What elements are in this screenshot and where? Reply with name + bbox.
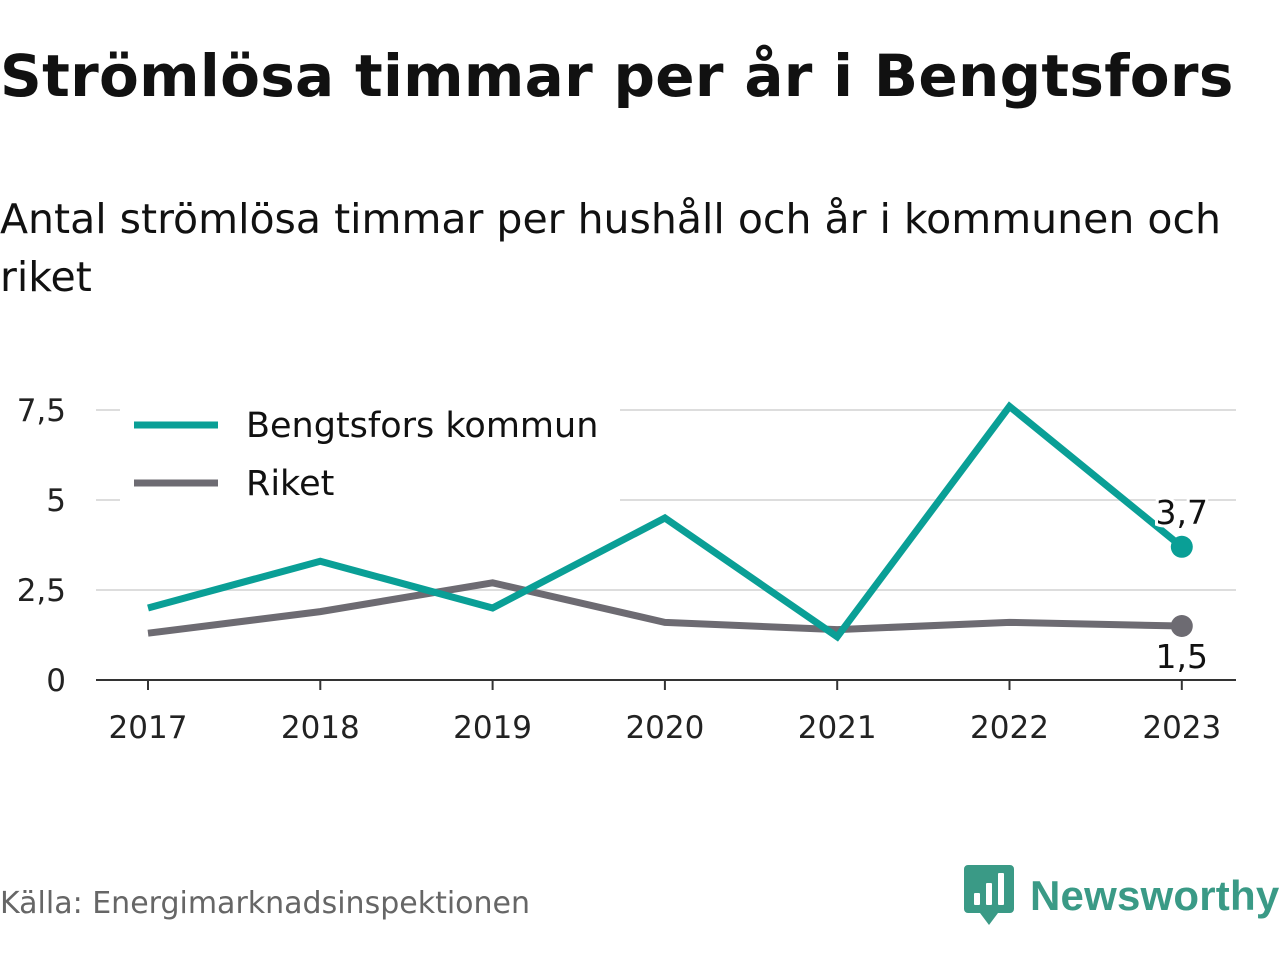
legend: Bengtsfors kommun Riket [120,400,620,512]
end-label-riket: 1,5 [1156,637,1208,676]
brand-logo: Newsworthy [964,864,1279,928]
x-tick-label-2019: 2019 [453,710,532,746]
end-label-bengtsfors: 3,7 [1156,493,1208,532]
y-tick-label-3: 7,5 [17,393,66,429]
y-tick-label-2: 5 [46,483,66,519]
x-tick-label-2018: 2018 [281,710,360,746]
x-tick-label-2021: 2021 [798,710,877,746]
data-point-bengtsfors-2023 [1170,535,1193,558]
chart-subtitle: Antal strömlösa timmar per hushåll och å… [0,195,1221,301]
brand-name: Newsworthy [1030,872,1280,919]
series-line-bengtsfors [147,401,1185,642]
legend-label-riket: Riket [246,464,334,504]
source-note: Källa: Energimarknadsinspektionen [0,886,531,921]
x-tick-label-2020: 2020 [625,710,704,746]
x-tick-label-2017: 2017 [109,710,188,746]
legend-background [120,400,620,512]
legend-label-bengtsfors: Bengtsfors kommun [246,406,598,446]
series-line-riket [147,579,1182,637]
x-tick-label-2023: 2023 [1142,710,1221,746]
x-axis: 2017 2018 2019 2020 2021 2022 2023 [96,679,1236,746]
y-axis-ticks: 0 2,5 5 7,5 [17,393,66,699]
series-lines [147,401,1193,642]
x-tick-label-2022: 2022 [970,710,1049,746]
chart-title: Strömlösa timmar per år i Bengtsfors [0,42,1234,110]
y-tick-label-1: 2,5 [17,573,66,609]
y-tick-label-0: 0 [46,663,66,699]
newsworthy-logo-icon [964,865,1014,925]
end-value-labels: 3,7 1,5 [1153,490,1211,679]
data-point-riket-2023 [1170,615,1193,637]
